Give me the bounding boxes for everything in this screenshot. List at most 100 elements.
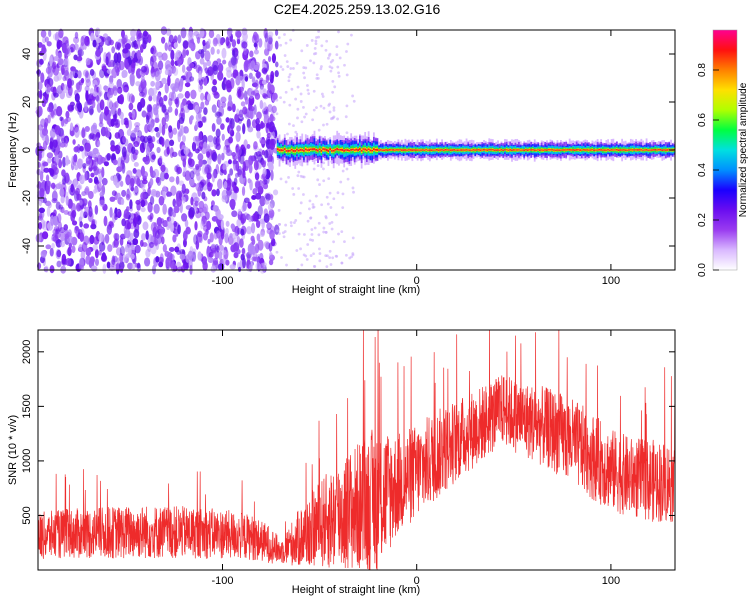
spectrogram-cell [267,104,273,113]
spectrogram-cell [41,99,46,108]
spectrogram-cell [200,220,204,230]
spectrogram-cell [296,107,300,111]
spectrogram-cell [176,195,182,208]
spectrogram-cell [63,224,69,231]
spectrogram-cell [203,141,208,149]
spectrogram-cell [114,101,119,109]
spectrogram-cell [252,188,258,195]
spectrogram-band-cell [666,149,669,151]
snr-y-axis-label: SNR (10 * v/v) [7,415,19,485]
spectrogram-cell [244,96,249,105]
spectrogram-band-cell [615,149,618,151]
spectrogram-cell [109,39,114,46]
colorbar-tick-label: 0.4 [697,163,708,177]
spectrogram-cell [184,170,191,181]
spectrogram-cell [103,161,109,167]
spectrogram-cell [64,48,69,56]
spectrogram-cell [57,58,64,66]
spectrogram-cell [217,244,224,251]
spectrogram-cell [157,94,161,101]
spectrogram-cell [259,262,266,274]
spectrogram-band-cell [416,149,419,151]
spectrogram-cell [328,110,332,114]
spectrogram-cell [249,179,253,191]
spectrogram-cell [338,56,342,60]
spectrogram-band-cell [434,149,436,151]
spectrogram-band-cell [600,149,603,151]
spectrogram-band-cell [511,149,513,151]
spectrogram-band-cell [378,149,381,151]
spectrogram-cell [91,220,95,230]
spectrogram-cell [106,68,113,75]
spectrogram-cell [202,203,209,214]
spectrogram-cell [303,76,306,80]
spectrogram-cell [81,242,88,253]
spectrogram-band-cell [453,149,456,151]
spectrogram-cell [330,227,334,231]
spectrogram-cell [172,127,178,135]
spectrogram-band-cell [486,149,489,151]
spectrogram-cell [157,256,164,264]
spectrogram-cell [62,36,69,45]
spectrogram-cell [111,190,117,197]
spectrogram-cell [240,101,246,107]
spectrogram-cell [329,60,333,64]
spectrogram-cell [204,99,210,106]
spectrogram-cell [197,230,203,238]
spectrogram-band-cell [411,149,414,151]
spectrogram-cell [283,33,286,36]
spectrogram-cell [57,52,63,60]
spectrogram-cell [313,47,317,50]
spectrogram-cell [93,157,98,162]
spectrogram-cell [125,121,129,129]
spectrogram-cell [62,156,66,168]
spectrogram-band-cell [633,149,636,151]
spectrogram-y-tick-label: -20 [21,190,33,206]
spectrogram-cell [117,86,123,94]
spectrogram-cell [195,182,202,192]
spectrogram-cell [329,263,333,266]
spectrogram-cell [252,256,259,262]
spectrogram-cell [322,226,326,230]
spectrogram-cell [242,170,246,179]
spectrogram-cell [60,195,65,204]
spectrogram-cell [153,203,160,214]
spectrogram-cell [55,227,60,235]
spectrogram-band-cell [619,149,622,151]
spectrogram-cell [231,151,236,157]
spectrogram-cell [49,247,54,257]
spectrogram-cell [274,40,279,50]
spectrogram-cell [217,99,222,108]
spectrogram-cell [177,266,183,272]
spectrogram-cell [164,69,169,76]
spectrogram-cell [61,258,68,266]
spectrogram-band-cell [594,149,597,151]
spectrogram-cell [276,229,279,233]
spectrogram-cell [195,163,200,171]
spectrogram-cell [45,244,52,250]
spectrogram-cell [242,257,246,269]
spectrogram-cell [337,232,340,236]
spectrogram-cell [167,206,174,217]
spectrogram-cell [74,93,80,103]
spectrogram-cell [177,93,184,99]
spectrogram-cell [78,244,83,252]
spectrogram-band-cell [474,149,477,151]
spectrogram-cell [297,187,301,190]
spectrogram-cell [285,263,288,267]
spectrogram-cell [39,58,44,65]
spectrogram-cell [251,194,257,200]
spectrogram-cell [105,56,109,66]
spectrogram-cell [46,180,51,190]
spectrogram-cell [160,171,166,182]
spectrogram-band-cell [638,149,641,151]
spectrogram-cell [162,244,168,253]
spectrogram-band-cell [392,149,395,151]
spectrogram-cell [343,240,346,244]
spectrogram-cell [58,204,64,210]
spectrogram-cell [302,71,306,75]
spectrogram-cell [96,168,102,174]
spectrogram-cell [243,47,248,56]
spectrogram-x-tick-label: -100 [211,275,233,287]
spectrogram-cell [295,61,299,65]
